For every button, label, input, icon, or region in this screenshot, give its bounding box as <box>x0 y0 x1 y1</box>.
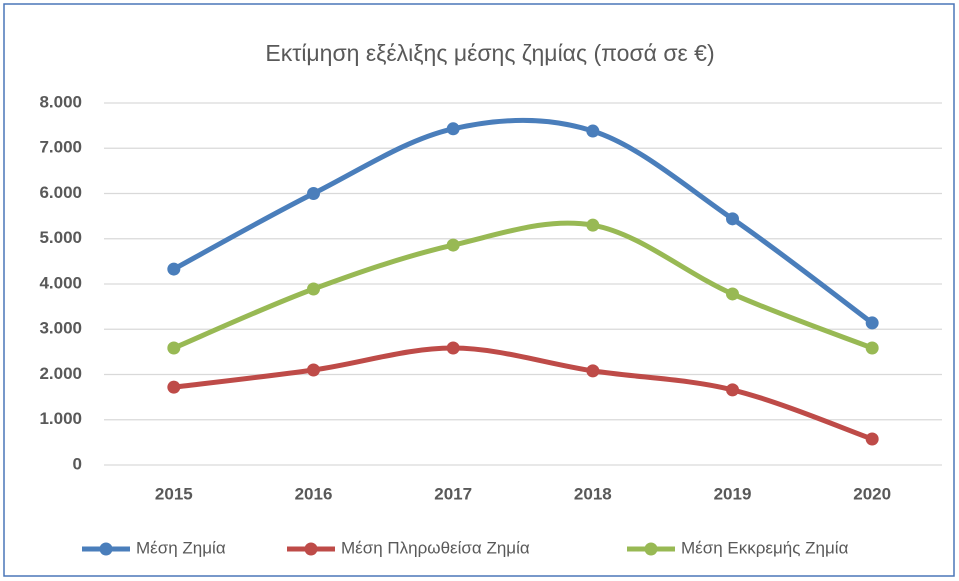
y-tick-label: 5.000 <box>39 228 82 247</box>
point-marker <box>446 341 460 355</box>
x-tick-label: 2017 <box>434 484 472 503</box>
legend-marker <box>304 542 318 556</box>
point-marker <box>167 262 181 276</box>
x-tick-label: 2016 <box>295 484 333 503</box>
legend-label: Μέση Εκκρεμής Ζημία <box>681 538 849 557</box>
y-tick-label: 7.000 <box>39 138 82 157</box>
chart-frame <box>3 3 955 577</box>
point-marker <box>726 287 739 301</box>
chart-title: Εκτίμηση εξέλιξης μέσης ζημίας (ποσά σε … <box>265 40 714 66</box>
point-marker <box>726 212 739 226</box>
y-tick-label: 1.000 <box>39 409 82 428</box>
legend-label: Μέση Πληρωθείσα Ζημία <box>341 538 530 557</box>
x-tick-label: 2019 <box>714 484 752 503</box>
x-tick-label: 2018 <box>574 484 612 503</box>
point-marker <box>865 432 879 446</box>
legend-marker <box>99 542 113 556</box>
point-marker <box>167 380 181 394</box>
y-tick-label: 8.000 <box>39 92 82 111</box>
point-marker <box>307 187 320 200</box>
point-marker <box>446 238 460 252</box>
series-line <box>171 117 875 326</box>
legend-marker <box>644 542 658 556</box>
x-tick-label: 2020 <box>853 484 891 503</box>
point-marker <box>167 341 181 355</box>
point-marker <box>307 363 320 377</box>
point-marker <box>586 124 600 138</box>
point-marker <box>586 218 600 232</box>
y-tick-label: 6.000 <box>39 183 82 202</box>
point-marker <box>726 383 739 397</box>
y-tick-label: 2.000 <box>39 364 82 383</box>
point-marker <box>586 364 600 378</box>
point-marker <box>307 282 320 296</box>
series-line <box>171 220 875 351</box>
y-tick-label: 3.000 <box>39 319 82 338</box>
point-marker <box>446 122 460 136</box>
point-marker <box>865 316 879 330</box>
y-tick-label: 4.000 <box>39 273 82 292</box>
point-marker <box>865 341 879 355</box>
series-line <box>171 345 875 442</box>
y-tick-label: 0 <box>73 454 82 473</box>
x-tick-label: 2015 <box>155 484 193 503</box>
legend-label: Μέση Ζημία <box>136 538 226 557</box>
